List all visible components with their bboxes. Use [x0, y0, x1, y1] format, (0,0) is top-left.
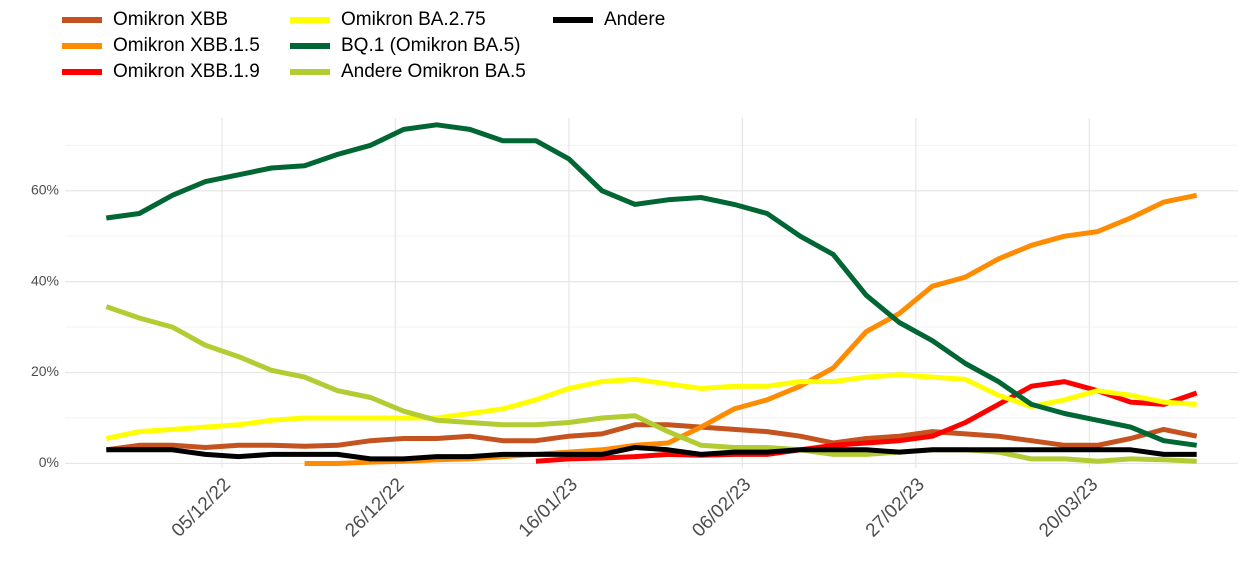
series-line [106, 445, 1197, 462]
x-tick-label: 27/02/23 [862, 474, 929, 541]
legend-item: BQ.1 (Omikron BA.5) [290, 35, 521, 56]
series-line [304, 192, 1198, 466]
series-line [105, 372, 1197, 441]
legend-label: Andere [604, 9, 665, 30]
y-tick-label: 0% [39, 454, 59, 470]
y-tick-label: 40% [31, 272, 59, 288]
legend-label: Omikron XBB [113, 9, 228, 30]
y-tick-label: 60% [31, 181, 59, 197]
x-tick-label: 06/02/23 [688, 474, 755, 541]
x-tick-label: 05/12/22 [168, 474, 235, 541]
x-tick-label: 20/03/23 [1035, 474, 1102, 541]
legend-label: BQ.1 (Omikron BA.5) [341, 35, 521, 56]
series-line [105, 304, 1197, 464]
x-tick-label: 26/12/22 [341, 474, 408, 541]
legend-label: Andere Omikron BA.5 [341, 61, 526, 82]
legend-item: Andere [553, 9, 665, 30]
legend-label: Omikron XBB.1.9 [113, 61, 260, 82]
y-tick-label: 20% [31, 363, 59, 379]
x-tick-label: 16/01/23 [515, 474, 582, 541]
legend-label: Omikron BA.2.75 [341, 9, 486, 30]
series-line [535, 379, 1198, 464]
legend-item: Andere Omikron BA.5 [290, 61, 526, 82]
legend-item: Omikron XBB [62, 9, 228, 30]
legend-item: Omikron XBB.1.9 [62, 61, 260, 82]
series-line [105, 122, 1198, 448]
legend-item: Omikron XBB.1.5 [62, 35, 260, 56]
legend-label: Omikron XBB.1.5 [113, 35, 260, 56]
legend-item: Omikron BA.2.75 [290, 9, 486, 30]
